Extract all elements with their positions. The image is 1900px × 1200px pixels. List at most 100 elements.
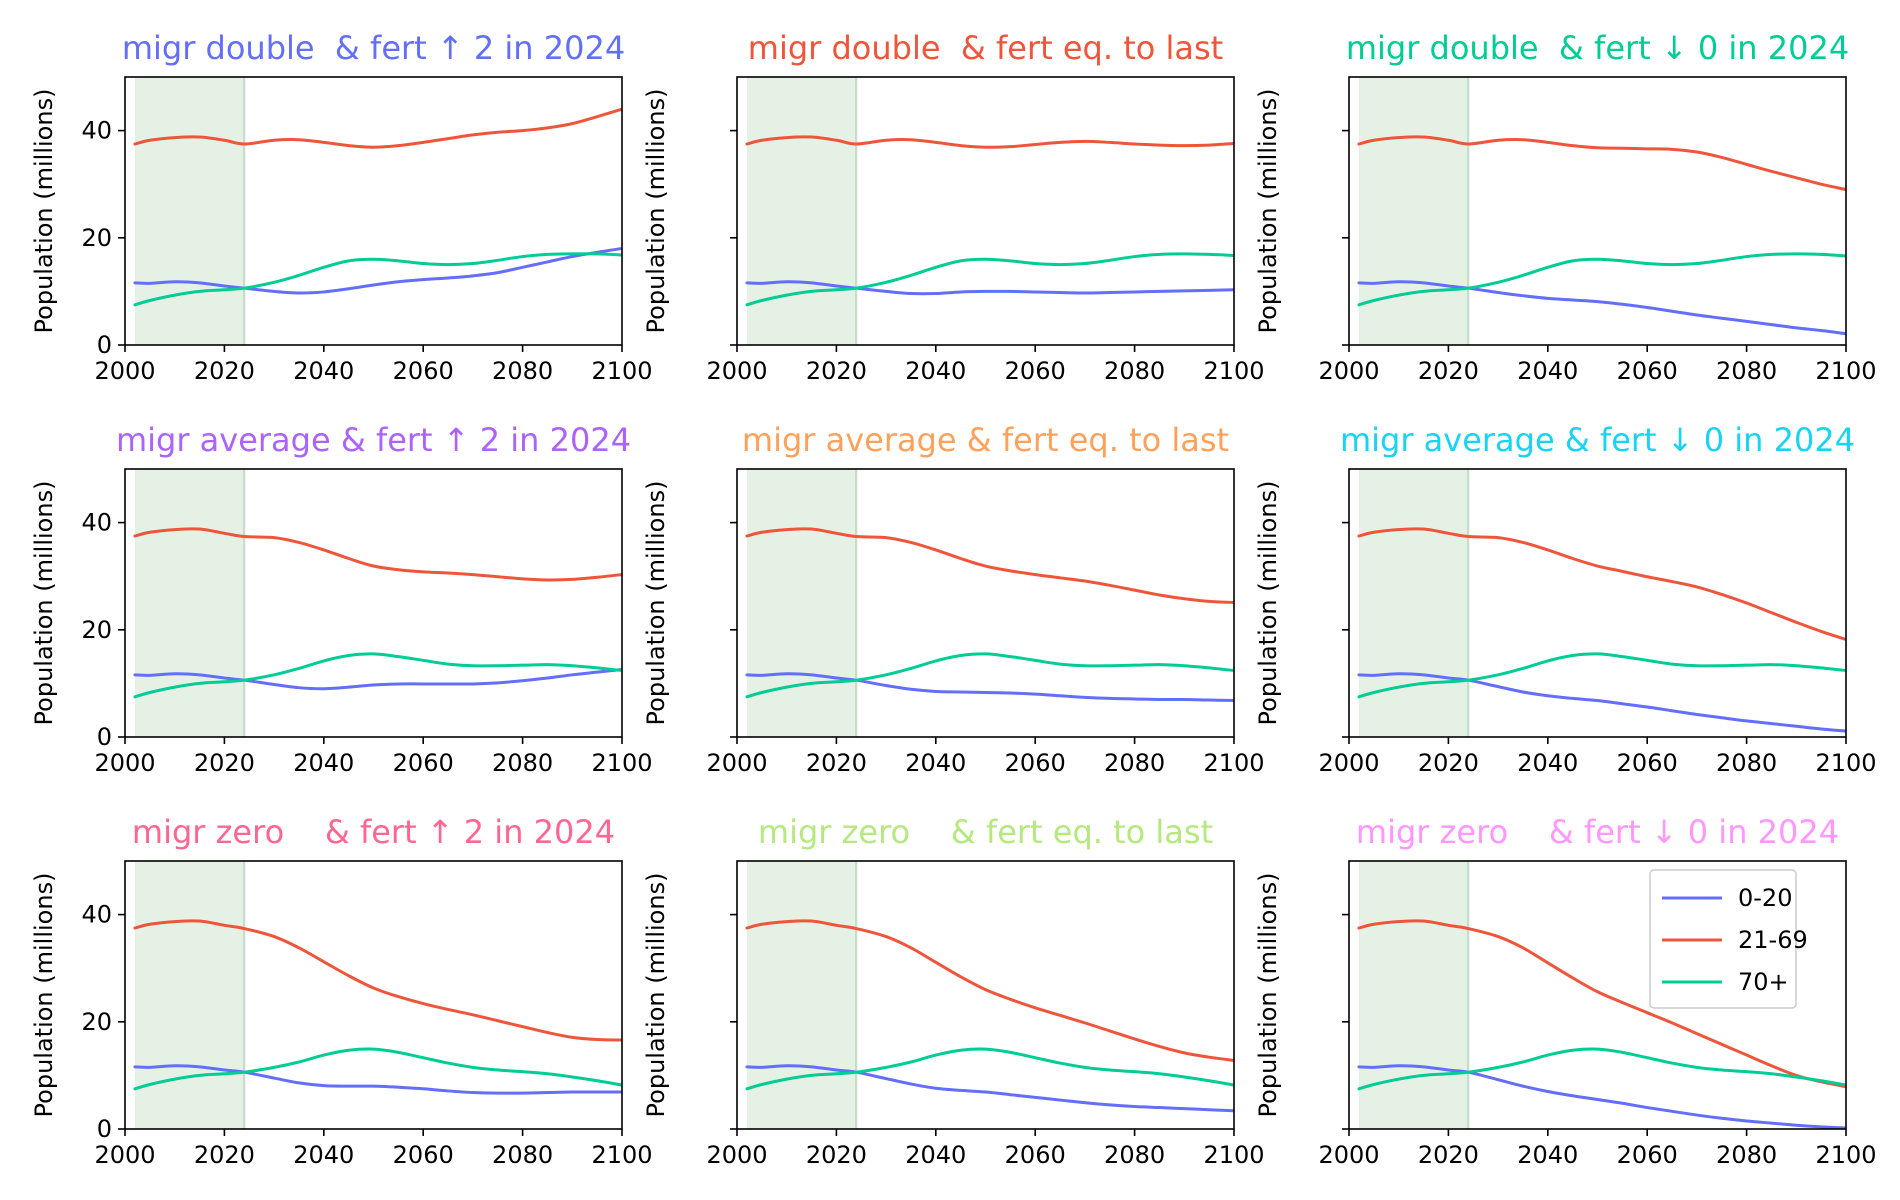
x-tick-label: 2100 bbox=[1203, 1141, 1264, 1169]
axes-frame bbox=[1348, 468, 1847, 738]
series-line-21-69 bbox=[1357, 527, 1846, 641]
history-shade bbox=[134, 861, 245, 1129]
panel-title: migr average & fert ↓ 0 in 2024 bbox=[1340, 421, 1855, 459]
series-line-70+ bbox=[745, 652, 1234, 699]
history-shade bbox=[1358, 861, 1469, 1129]
x-tick-label: 2060 bbox=[393, 749, 454, 777]
y-tick-label: 40 bbox=[81, 901, 112, 929]
x-tick-label: 2020 bbox=[1418, 749, 1479, 777]
y-axis-label: Population (millions) bbox=[1254, 481, 1282, 726]
series-line-21-69 bbox=[745, 527, 1234, 604]
panel-1: 2000 2020 2040 2060 2080 210002040Population … bbox=[30, 29, 653, 385]
series-line-21-69 bbox=[745, 919, 1234, 1062]
y-axis-label: Population (millions) bbox=[1254, 89, 1282, 334]
series-line-0-20 bbox=[1357, 280, 1846, 336]
history-shade bbox=[1358, 469, 1469, 737]
series-line-70+ bbox=[133, 1047, 622, 1091]
panel-title: migr zero & fert eq. to last bbox=[758, 813, 1213, 851]
series-line-70+ bbox=[745, 1047, 1234, 1091]
y-tick-label: 0 bbox=[97, 723, 112, 751]
x-tick-label: 2060 bbox=[1617, 357, 1678, 385]
x-tick-label: 2080 bbox=[1104, 749, 1165, 777]
series-line-0-20 bbox=[745, 280, 1234, 296]
y-tick-label: 20 bbox=[81, 616, 112, 644]
x-tick-label: 2080 bbox=[1716, 1141, 1777, 1169]
x-tick-label: 2060 bbox=[393, 1141, 454, 1169]
x-tick-label: 2020 bbox=[806, 357, 867, 385]
axes-frame bbox=[1348, 860, 1847, 1130]
x-tick-label: 2040 bbox=[1517, 1141, 1578, 1169]
x-tick-label: 2060 bbox=[1617, 749, 1678, 777]
panel-title: migr double & fert ↓ 0 in 2024 bbox=[1346, 29, 1849, 67]
panel-7: 2000 2020 2040 2060 2080 210002040Population … bbox=[30, 813, 653, 1169]
x-tick-label: 2100 bbox=[591, 1141, 652, 1169]
x-tick-label: 2020 bbox=[806, 749, 867, 777]
y-axis-label: Population (millions) bbox=[30, 481, 58, 726]
x-tick-label: 2060 bbox=[1005, 357, 1066, 385]
y-axis-label: Population (millions) bbox=[30, 89, 58, 334]
axes-frame bbox=[736, 76, 1235, 346]
x-tick-label: 2000 bbox=[706, 1141, 767, 1169]
series-line-70+ bbox=[1357, 252, 1846, 307]
legend-label: 70+ bbox=[1738, 968, 1789, 996]
axes-frame bbox=[124, 860, 623, 1130]
x-tick-label: 2100 bbox=[1815, 1141, 1876, 1169]
history-shade bbox=[134, 77, 245, 345]
x-tick-label: 2080 bbox=[492, 1141, 553, 1169]
series-line-0-20 bbox=[133, 247, 622, 295]
axes-frame bbox=[1348, 76, 1847, 346]
x-tick-label: 2100 bbox=[1815, 357, 1876, 385]
x-tick-label: 2080 bbox=[1104, 1141, 1165, 1169]
x-tick-label: 2040 bbox=[905, 749, 966, 777]
panel-title: migr zero & fert ↑ 2 in 2024 bbox=[132, 813, 615, 851]
series-line-0-20 bbox=[1357, 1064, 1846, 1129]
y-tick-label: 0 bbox=[97, 1115, 112, 1143]
x-tick-label: 2000 bbox=[706, 357, 767, 385]
x-tick-label: 2040 bbox=[905, 357, 966, 385]
panel-6: 2000 2020 2040 2060 2080 2100 Population (mill… bbox=[1254, 421, 1877, 777]
x-tick-label: 2060 bbox=[1005, 1141, 1066, 1169]
x-tick-label: 2020 bbox=[194, 749, 255, 777]
x-tick-label: 2080 bbox=[492, 357, 553, 385]
panel-8: 2000 2020 2040 2060 2080 2100 Population (mill… bbox=[642, 813, 1265, 1169]
history-shade bbox=[746, 77, 857, 345]
panel-5: 2000 2020 2040 2060 2080 2100 Population (mill… bbox=[642, 421, 1265, 777]
series-line-0-20 bbox=[745, 1064, 1234, 1113]
series-line-21-69 bbox=[1357, 135, 1846, 192]
legend-label: 0-20 bbox=[1738, 884, 1792, 912]
panel-title: migr double & fert ↑ 2 in 2024 bbox=[122, 29, 625, 67]
series-line-21-69 bbox=[133, 527, 622, 582]
series-line-70+ bbox=[133, 652, 622, 699]
panel-title: migr average & fert ↑ 2 in 2024 bbox=[116, 421, 631, 459]
x-tick-label: 2000 bbox=[94, 749, 155, 777]
history-shade bbox=[1358, 77, 1469, 345]
x-tick-label: 2000 bbox=[94, 357, 155, 385]
series-line-0-20 bbox=[133, 1064, 622, 1095]
series-line-21-69 bbox=[133, 919, 622, 1042]
series-line-0-20 bbox=[133, 667, 622, 691]
y-axis-label: Population (millions) bbox=[642, 481, 670, 726]
y-axis-label: Population (millions) bbox=[642, 873, 670, 1118]
panel-3: 2000 2020 2040 2060 2080 2100 Population (mill… bbox=[1254, 29, 1877, 385]
y-tick-label: 40 bbox=[81, 117, 112, 145]
panel-title: migr average & fert eq. to last bbox=[742, 421, 1229, 459]
y-tick-label: 40 bbox=[81, 509, 112, 537]
axes-frame bbox=[736, 860, 1235, 1130]
series-line-70+ bbox=[1357, 652, 1846, 699]
x-tick-label: 2060 bbox=[393, 357, 454, 385]
legend-label: 21-69 bbox=[1738, 926, 1808, 954]
series-line-0-20 bbox=[1357, 672, 1846, 733]
y-axis-label: Population (millions) bbox=[1254, 873, 1282, 1118]
x-tick-label: 2000 bbox=[1318, 1141, 1379, 1169]
x-tick-label: 2100 bbox=[1815, 749, 1876, 777]
x-tick-label: 2040 bbox=[293, 749, 354, 777]
x-tick-label: 2080 bbox=[1104, 357, 1165, 385]
series-line-21-69 bbox=[1357, 919, 1846, 1089]
history-shade bbox=[746, 861, 857, 1129]
legend-box bbox=[1649, 869, 1797, 1009]
x-tick-label: 2040 bbox=[293, 1141, 354, 1169]
series-line-70+ bbox=[133, 252, 622, 307]
x-tick-label: 2060 bbox=[1005, 749, 1066, 777]
panel-9: 2000 2020 2040 2060 2080 2100 Population (mill… bbox=[1254, 813, 1877, 1169]
